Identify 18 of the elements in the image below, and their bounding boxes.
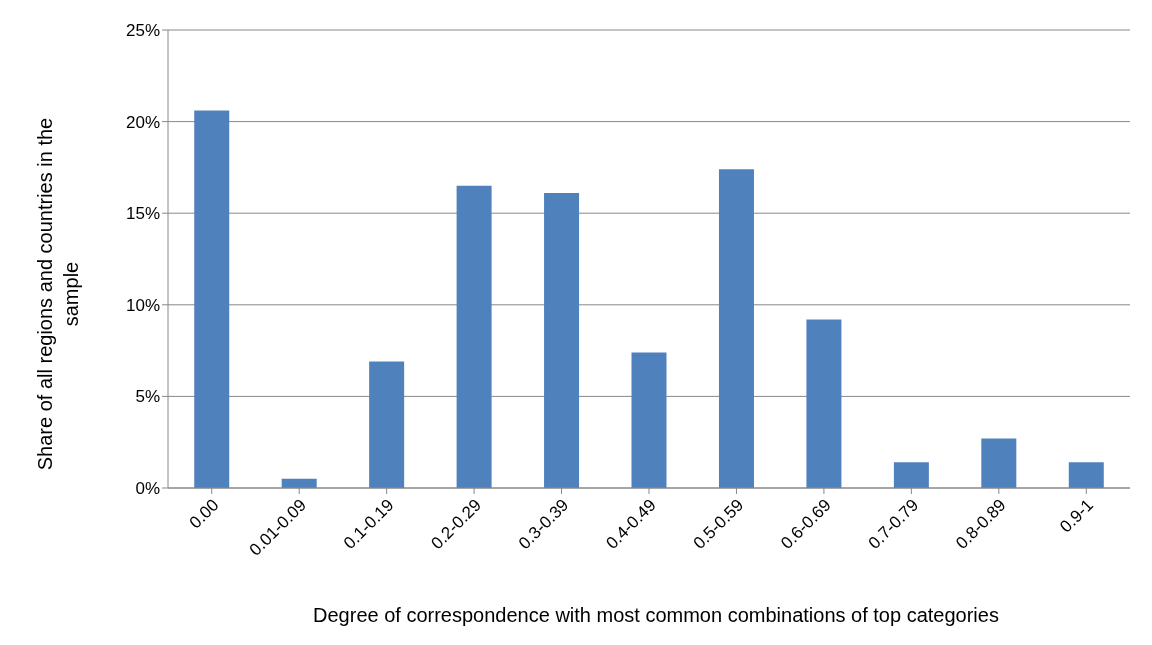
bar [369,361,405,488]
bar [631,352,667,488]
x-axis-title: Degree of correspondence with most common combinations of top categories [312,604,1000,627]
bar [718,169,754,488]
bar [194,110,230,488]
bar [806,319,842,488]
y-tick-label: 0% [135,479,160,499]
bar [981,438,1017,488]
y-tick-label: 15% [125,204,160,224]
bar [456,185,492,488]
y-axis-title: Share of all regions and countries in the sample [33,116,83,473]
y-tick-label: 25% [125,21,160,41]
bar [544,193,580,488]
bar [1068,462,1104,488]
y-tick-label: 5% [135,387,160,407]
y-tick-label: 10% [125,295,160,315]
bar [893,462,929,488]
y-tick-label: 20% [125,112,160,132]
